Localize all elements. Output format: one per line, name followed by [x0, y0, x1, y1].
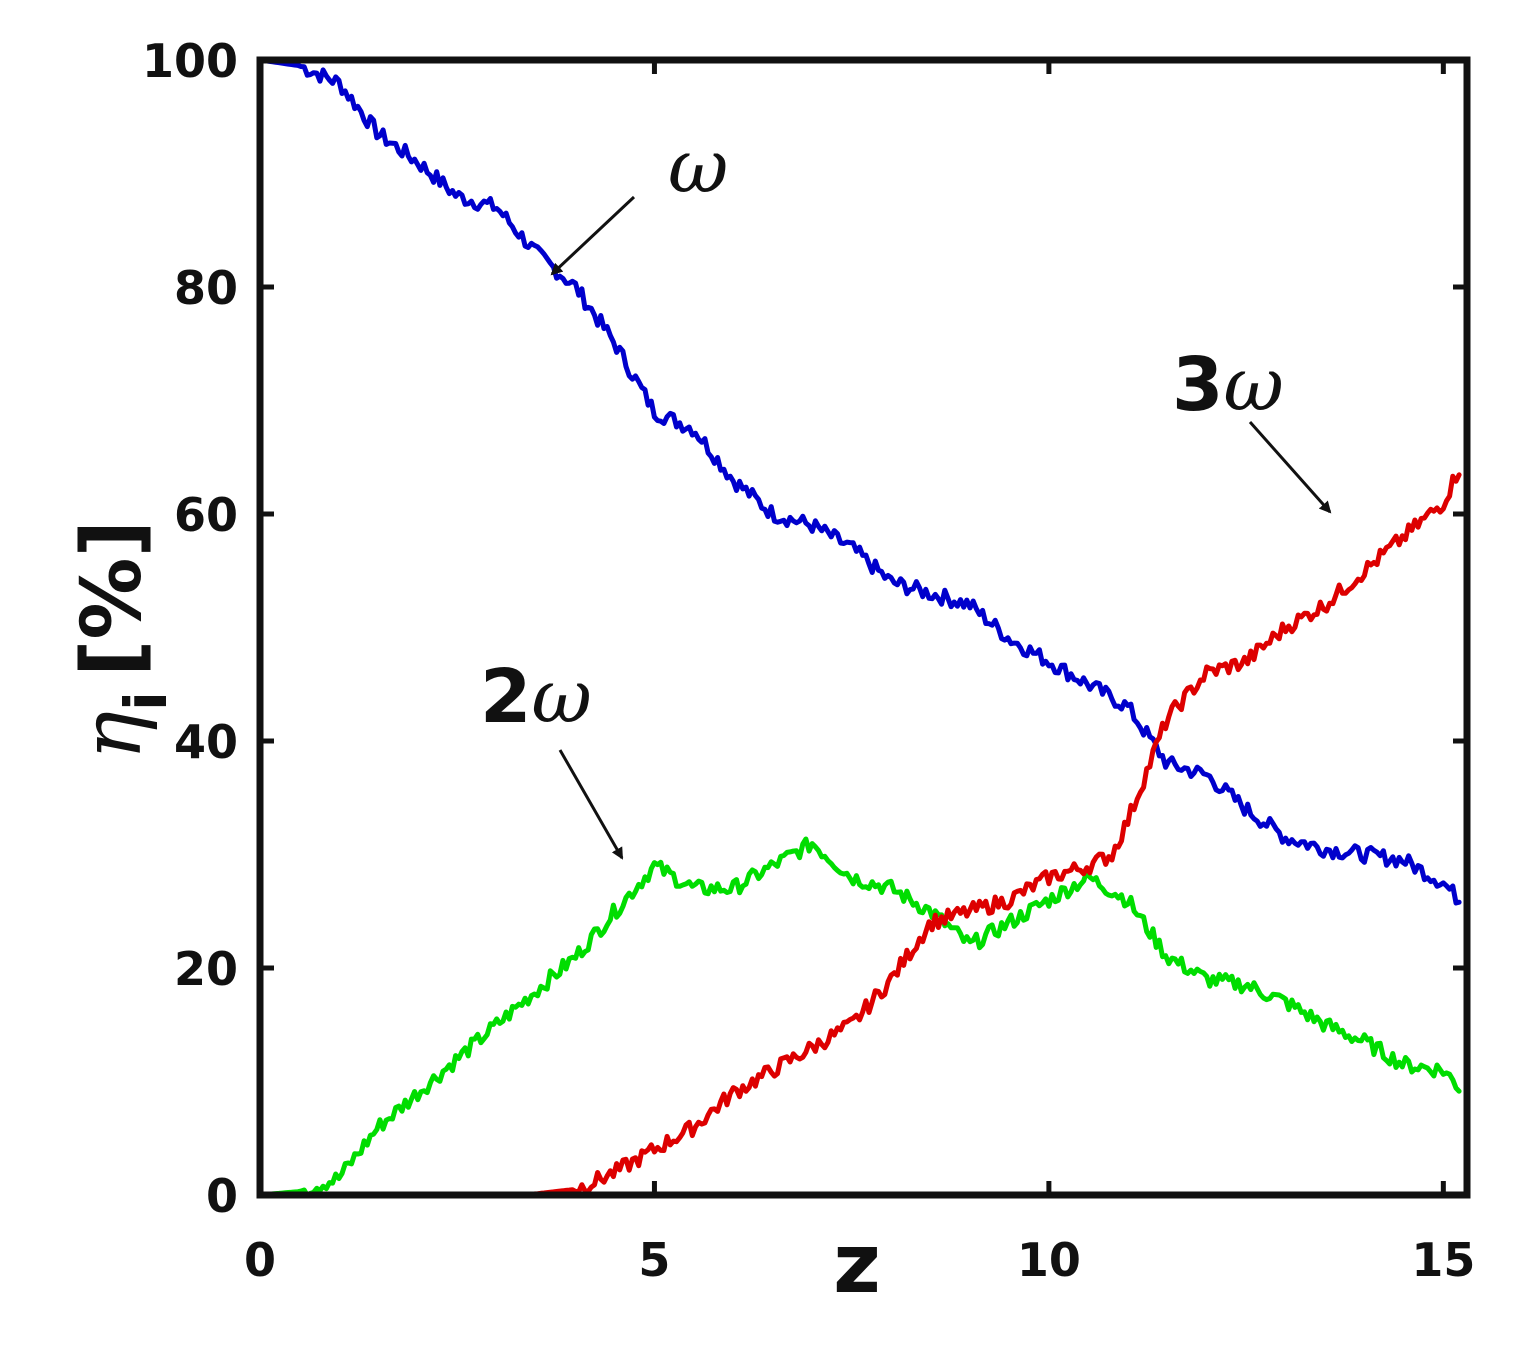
annotation-symbol-3: ω [1224, 342, 1284, 428]
y-axis-label-symbol: η [65, 711, 160, 760]
x-tick-label-1: 5 [638, 1233, 670, 1287]
annotation-symbol-1: ω [668, 124, 728, 210]
tick-marks [257, 57, 1467, 1198]
series-line-1 [257, 57, 1462, 906]
y-tick-label-1: 20 [174, 942, 238, 996]
annotation-1: ω [550, 124, 728, 276]
y-tick-label-5: 100 [142, 34, 238, 88]
series-line-2 [257, 836, 1462, 1198]
annotation-prefix-3: 3 [1172, 342, 1224, 428]
annotation-arrow-2 [558, 749, 624, 860]
plot-frame [256, 56, 1471, 1199]
y-axis-label-subscript: i [112, 691, 180, 711]
y-axis-label: ηi [%] [65, 520, 180, 760]
annotation-3: 3ω [1172, 342, 1332, 514]
y-tick-label-0: 0 [206, 1169, 238, 1223]
y-axis-label-text: ηi [%] [65, 520, 180, 760]
annotation-prefix-2: 2 [480, 654, 532, 740]
y-tick-label-3: 60 [174, 488, 238, 542]
annotation-arrow-3 [1248, 421, 1332, 514]
x-tick-label-2: 10 [1017, 1233, 1081, 1287]
y-tick-label-2: 40 [174, 715, 238, 769]
annotation-label-2: 2ω [480, 654, 592, 740]
x-tick-label-0: 0 [244, 1233, 276, 1287]
series-layer [257, 57, 1462, 1198]
tick-labels: 0 5 10 15 0 20 40 60 80 100 [142, 34, 1475, 1287]
annotation-symbol-2: ω [532, 654, 592, 740]
y-tick-label-4: 80 [174, 261, 238, 315]
x-axis-label: z [833, 1217, 881, 1312]
annotation-label-1: ω [668, 124, 728, 210]
y-axis-label-unit: [%] [65, 520, 160, 677]
x-tick-label-3: 15 [1411, 1233, 1475, 1287]
annotation-label-3: 3ω [1172, 342, 1284, 428]
annotation-arrow-1 [550, 195, 636, 276]
annotation-2: 2ω [480, 654, 624, 860]
